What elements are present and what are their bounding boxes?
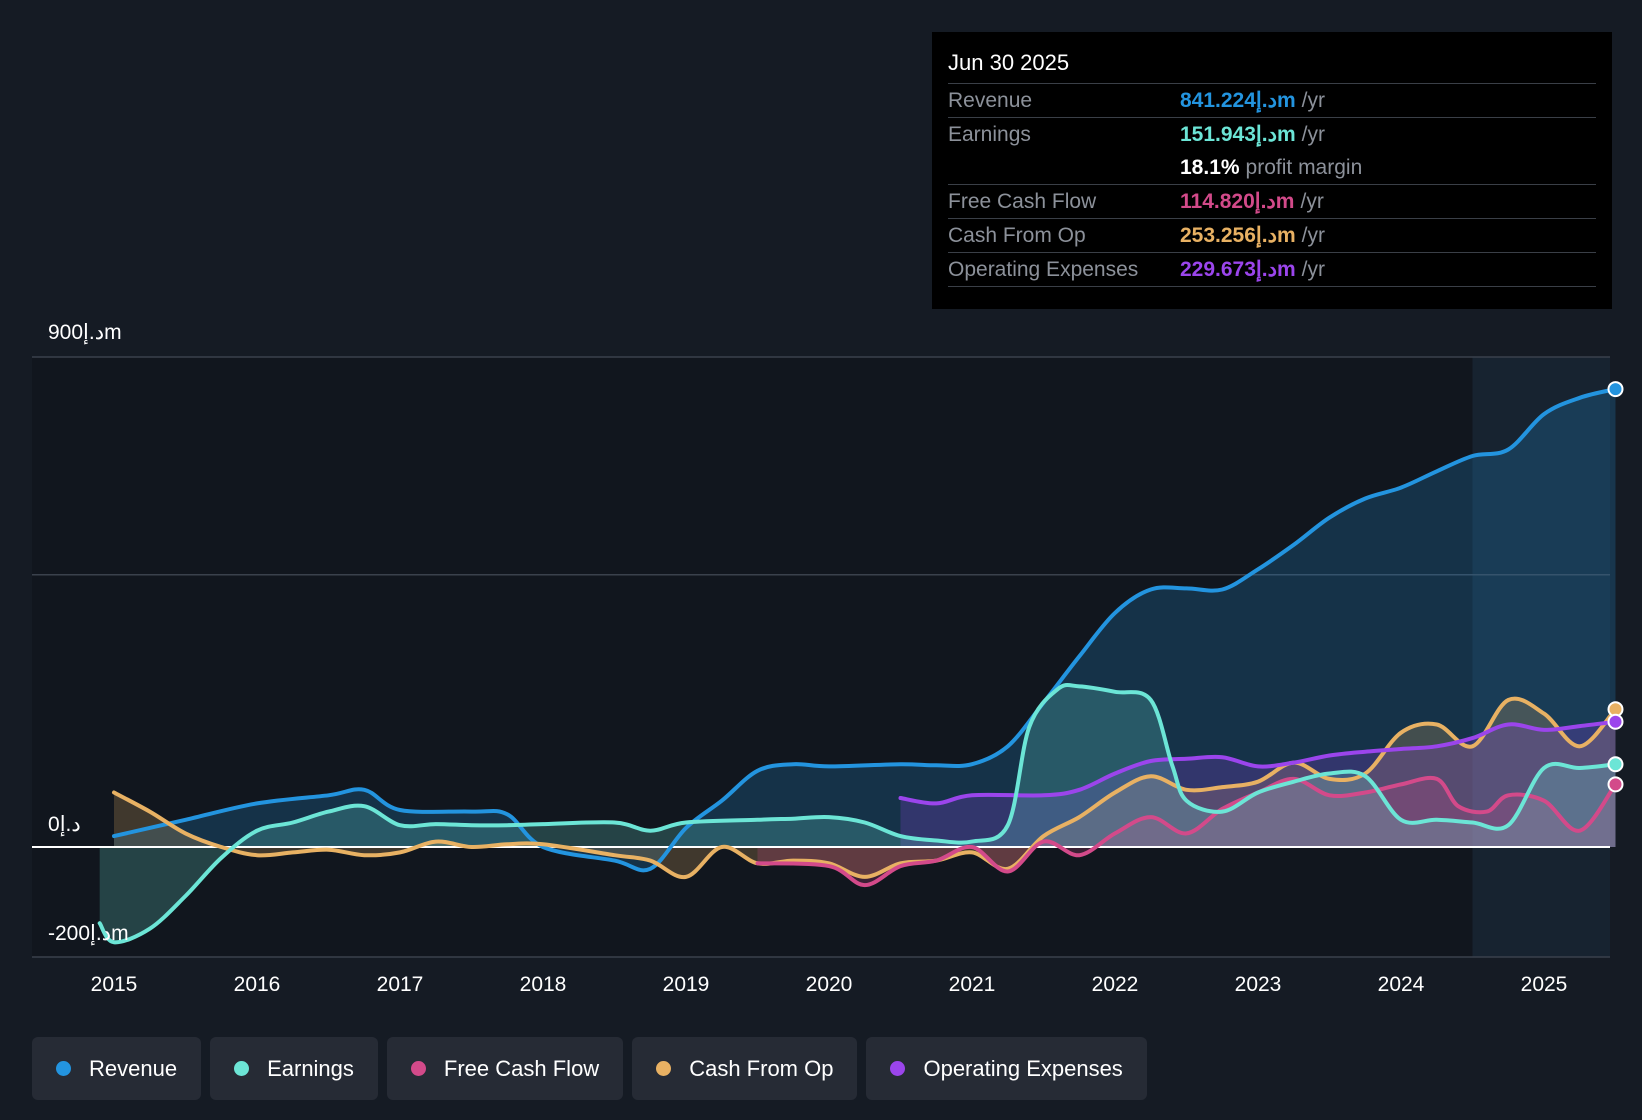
x-tick-label: 2024: [1378, 973, 1425, 996]
earnings-dot-icon: [234, 1061, 250, 1076]
end-point-operating-expenses: [1607, 713, 1624, 730]
free-cash-flow-dot-icon: [410, 1061, 426, 1076]
end-point-revenue: [1607, 381, 1624, 398]
tooltip-unit: /yr: [1301, 224, 1325, 247]
legend-item-operating-expenses[interactable]: Operating Expenses: [866, 1037, 1147, 1100]
y-tick-label-top: 900د.إm: [48, 321, 122, 344]
series-end-points: [1607, 381, 1624, 793]
legend-item-earnings[interactable]: Earnings: [210, 1037, 378, 1100]
x-tick-label: 2015: [91, 973, 138, 996]
tooltip-value: 229.673د.إm: [1180, 258, 1296, 281]
tooltip-value: 114.820د.إm: [1180, 190, 1295, 213]
legend: Revenue Earnings Free Cash Flow Cash Fro…: [32, 1037, 1147, 1100]
series-lines: [97, 387, 1618, 945]
series-area-free-cash-flow: [757, 777, 1616, 886]
tooltip-unit: /yr: [1301, 89, 1325, 112]
tooltip-row-margin: 18.1% profit margin: [948, 151, 1596, 184]
revenue-dot-icon: [56, 1061, 71, 1076]
tooltip-label: Revenue: [948, 89, 1033, 112]
x-axis-ticks: 2015 2016 2017 2018 2019 2020 2021 2022 2023 2024…: [91, 973, 1568, 996]
tooltip-label: [948, 151, 1180, 184]
x-tick-label: 2020: [806, 973, 853, 996]
series-area-earnings: [99, 685, 1616, 943]
series-area-revenue: [114, 389, 1616, 871]
legend-label: Earnings: [267, 1055, 354, 1081]
series-area-cash-from-op: [114, 698, 1616, 878]
y-tick-label-bottom: -200د.إm: [48, 922, 129, 945]
recent-period-band: [1472, 357, 1610, 957]
series-line-cash-from-op: [112, 696, 1618, 880]
tooltip-row-cfo: Cash From Op 253.256د.إm /yr: [948, 218, 1596, 252]
series-line-revenue: [112, 387, 1618, 873]
tooltip-label: Cash From Op: [948, 224, 1086, 247]
legend-label: Revenue: [89, 1055, 178, 1081]
tooltip-date: Jun 30 2025: [948, 50, 1070, 75]
x-tick-label: 2021: [949, 973, 996, 996]
plot-area: [32, 357, 1610, 957]
tooltip-label: Operating Expenses: [948, 258, 1139, 281]
end-point-free-cash-flow: [1607, 776, 1624, 793]
tooltip-row-opex: Operating Expenses 229.673د.إm /yr: [948, 252, 1596, 287]
tooltip-value: 18.1%: [1180, 156, 1240, 179]
operating-expenses-dot-icon: [890, 1061, 906, 1076]
tooltip-value: 151.943د.إm: [1180, 123, 1296, 146]
legend-item-revenue[interactable]: Revenue: [32, 1037, 202, 1100]
tooltip-row-earnings: Earnings 151.943د.إm /yr: [948, 117, 1596, 151]
series-line-earnings: [97, 683, 1618, 945]
tooltip: Jun 30 2025 Revenue 841.224د.إm /yr Earn…: [932, 32, 1612, 309]
tooltip-label: Free Cash Flow: [948, 190, 1097, 213]
legend-item-cash-from-op[interactable]: Cash From Op: [632, 1037, 858, 1100]
tooltip-row-revenue: Revenue 841.224د.إm /yr: [948, 83, 1596, 117]
grid-lines: [32, 356, 1610, 958]
x-tick-label: 2019: [663, 973, 710, 996]
legend-label: Cash From Op: [689, 1055, 834, 1081]
tooltip-unit: /yr: [1301, 258, 1325, 281]
tooltip-value: 253.256د.إm: [1180, 224, 1296, 247]
tooltip-unit: profit margin: [1245, 156, 1363, 179]
x-tick-label: 2022: [1092, 973, 1139, 996]
legend-label: Free Cash Flow: [443, 1055, 600, 1081]
cash-from-op-dot-icon: [656, 1061, 672, 1076]
tooltip-row-fcf: Free Cash Flow 114.820د.إm /yr: [948, 184, 1596, 218]
x-tick-label: 2017: [377, 973, 424, 996]
tooltip-unit: /yr: [1301, 123, 1325, 146]
chart-background: [32, 357, 1610, 957]
tooltip-value: 841.224د.إm: [1180, 89, 1296, 112]
x-tick-label: 2018: [520, 973, 567, 996]
end-point-earnings: [1607, 756, 1624, 773]
legend-item-free-cash-flow[interactable]: Free Cash Flow: [386, 1037, 624, 1100]
x-tick-label: 2016: [234, 973, 281, 996]
tooltip-unit: /yr: [1300, 190, 1324, 213]
series-line-operating-expenses: [898, 719, 1618, 806]
series-line-free-cash-flow: [755, 775, 1618, 888]
x-tick-label: 2023: [1235, 973, 1282, 996]
y-tick-label-zero: 0د.إ: [48, 813, 81, 836]
legend-label: Operating Expenses: [923, 1055, 1123, 1081]
x-tick-label: 2025: [1521, 973, 1568, 996]
tooltip-label: Earnings: [948, 123, 1031, 146]
